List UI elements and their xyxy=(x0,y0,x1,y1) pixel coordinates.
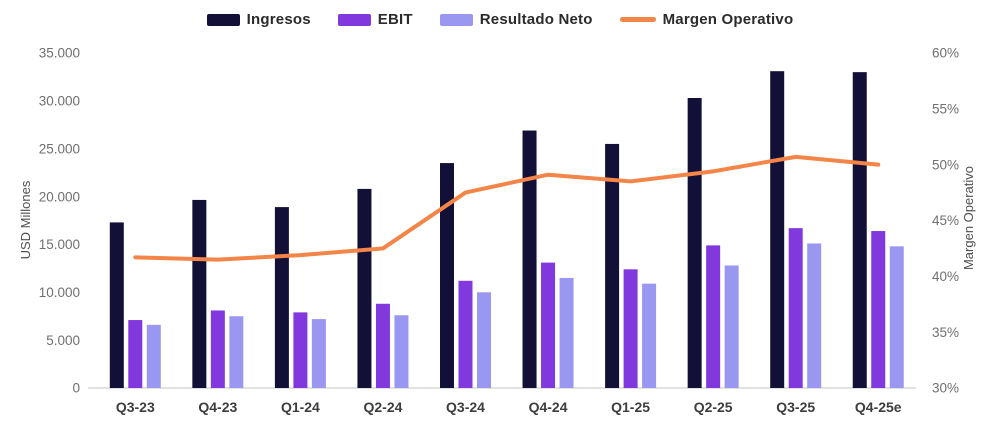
bar-ingresos-q4-23 xyxy=(192,199,207,388)
bar-resultado-neto-q2-25 xyxy=(724,265,739,388)
bar-ingresos-q1-25 xyxy=(605,143,620,388)
bar-ebit-q1-24 xyxy=(293,312,308,388)
bar-resultado-neto-q1-24 xyxy=(311,319,326,388)
right-axis-title: Margen Operativo xyxy=(961,166,976,270)
bar-ebit-q4-25e xyxy=(871,231,886,388)
bar-ebit-q2-24 xyxy=(375,303,390,388)
left-axis-tick-label: 15.000 xyxy=(39,237,80,252)
x-axis-tick-label-q3-24: Q3-24 xyxy=(446,399,485,415)
legend-label-resultado-neto: Resultado Neto xyxy=(479,11,593,28)
x-axis-tick-label-q1-25: Q1-25 xyxy=(611,399,650,415)
legend-label-margen-operativo: Margen Operativo xyxy=(662,11,794,28)
left-axis-tick-label: 20.000 xyxy=(39,189,80,204)
bar-ingresos-q4-24 xyxy=(522,130,537,388)
legend-item-ingresos: Ingresos xyxy=(206,11,311,28)
x-axis-tick-label-q2-24: Q2-24 xyxy=(363,399,402,415)
bar-resultado-neto-q3-24 xyxy=(477,292,491,388)
bar-ebit-q2-25 xyxy=(706,245,721,388)
bar-ingresos-q2-25 xyxy=(687,97,702,388)
line-margen-operativo xyxy=(133,154,881,262)
bar-ingresos-q3-25 xyxy=(770,71,785,388)
x-axis-tick-label-q4-24: Q4-24 xyxy=(529,399,568,415)
bar-resultado-neto-q1-25 xyxy=(642,283,657,388)
bar-ingresos-q2-24 xyxy=(357,188,372,388)
legend-swatch-ingresos-icon xyxy=(206,13,240,26)
legend-swatch-margen-operativo-icon xyxy=(619,17,656,22)
left-axis-tick-label: 10.000 xyxy=(39,285,80,300)
bar-ebit-q4-24 xyxy=(541,262,556,388)
x-axis-tick-label-q1-24: Q1-24 xyxy=(281,399,320,415)
legend-item-margen-operativo: Margen Operativo xyxy=(619,11,794,28)
bar-resultado-neto-q2-24 xyxy=(394,315,409,388)
right-axis-tick-label: 55% xyxy=(932,102,959,117)
bar-ingresos-q3-23 xyxy=(109,222,124,388)
bar-resultado-neto-q4-25e xyxy=(889,246,904,388)
x-axis-tick-label-q2-25: Q2-25 xyxy=(694,399,733,415)
bar-resultado-neto-q4-24 xyxy=(559,277,574,388)
left-axis-tick-label: 0 xyxy=(72,381,80,396)
right-axis-tick-label: 35% xyxy=(932,325,959,340)
legend-label-ebit: EBIT xyxy=(377,11,413,28)
legend-label-ingresos: Ingresos xyxy=(246,11,311,28)
right-axis-tick-label: 50% xyxy=(932,157,959,172)
x-axis-tick-label-q4-23: Q4-23 xyxy=(198,399,237,415)
bar-ebit-q3-25 xyxy=(788,228,803,388)
bar-ingresos-q3-24 xyxy=(440,163,454,388)
bar-resultado-neto-q4-23 xyxy=(229,316,244,388)
bar-ebit-q3-23 xyxy=(128,320,143,388)
bar-resultado-neto-q3-23 xyxy=(146,324,161,388)
bar-ingresos-q4-25e xyxy=(852,72,867,389)
legend-swatch-resultado-neto-icon xyxy=(439,13,473,26)
left-axis-tick-label: 25.000 xyxy=(39,141,80,156)
left-axis-tick-label: 35.000 xyxy=(39,46,80,61)
bar-resultado-neto-q3-25 xyxy=(807,243,822,388)
left-axis-tick-label: 5.000 xyxy=(46,333,80,348)
left-axis-title: USD Millones xyxy=(18,180,33,259)
chart-legend: Ingresos EBIT Resultado Neto Margen Oper… xyxy=(0,11,1000,28)
bar-ebit-q3-24 xyxy=(458,280,473,388)
bar-ebit-q4-23 xyxy=(210,310,225,388)
right-axis-tick-label: 30% xyxy=(932,381,959,396)
right-axis-tick-label: 60% xyxy=(932,46,959,61)
x-axis-tick-label-q3-23: Q3-23 xyxy=(116,399,155,415)
right-axis-tick-label: 45% xyxy=(932,213,959,228)
x-axis-tick-label-q4-25e: Q4-25e xyxy=(855,399,902,415)
legend-swatch-ebit-icon xyxy=(337,13,371,26)
left-axis-tick-label: 30.000 xyxy=(39,94,80,109)
legend-item-resultado-neto: Resultado Neto xyxy=(439,11,593,28)
legend-item-ebit: EBIT xyxy=(337,11,413,28)
bar-ebit-q1-25 xyxy=(623,269,638,388)
bar-ingresos-q1-24 xyxy=(274,207,289,388)
right-axis-tick-label: 40% xyxy=(932,269,959,284)
x-axis-tick-label-q3-25: Q3-25 xyxy=(776,399,815,415)
